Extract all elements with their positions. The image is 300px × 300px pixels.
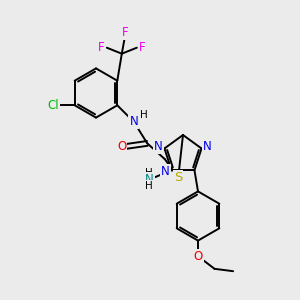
Text: H: H	[146, 181, 153, 191]
Text: Cl: Cl	[47, 99, 59, 112]
Text: F: F	[122, 26, 128, 39]
Text: F: F	[98, 41, 105, 54]
Text: N: N	[203, 140, 212, 154]
Text: F: F	[139, 41, 146, 54]
Text: O: O	[117, 140, 126, 153]
Text: S: S	[174, 171, 182, 184]
Text: N: N	[154, 140, 163, 154]
Text: N: N	[145, 173, 154, 186]
Text: O: O	[194, 250, 202, 263]
Text: N: N	[129, 115, 138, 128]
Text: N: N	[161, 165, 170, 178]
Text: H: H	[140, 110, 147, 120]
Text: H: H	[146, 168, 153, 178]
